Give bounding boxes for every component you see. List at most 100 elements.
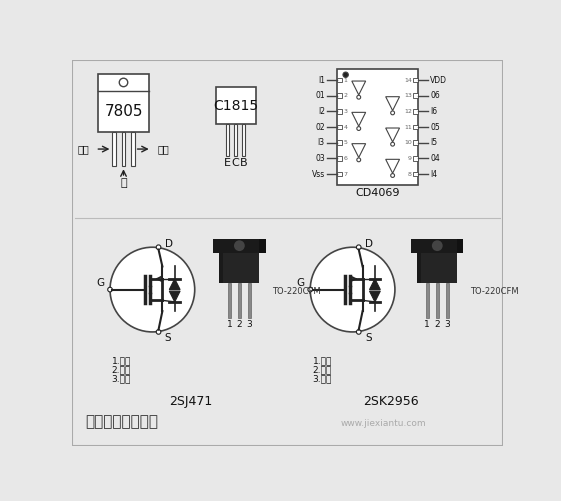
Circle shape (357, 158, 361, 162)
Polygon shape (457, 239, 463, 253)
Circle shape (110, 247, 195, 332)
Text: 地: 地 (120, 178, 127, 188)
Text: 3: 3 (343, 109, 347, 114)
Text: I5: I5 (430, 138, 438, 147)
Text: 8: 8 (408, 171, 412, 176)
Circle shape (390, 111, 394, 115)
Polygon shape (259, 239, 265, 253)
Bar (413, 140, 418, 145)
Text: I1: I1 (318, 76, 325, 85)
Circle shape (390, 142, 394, 146)
Polygon shape (386, 128, 399, 142)
Bar (337, 125, 342, 129)
Bar (417, 239, 457, 284)
Text: 输入: 输入 (77, 144, 89, 154)
Text: 12: 12 (404, 109, 412, 114)
Text: 3.漏极: 3.漏极 (112, 374, 131, 383)
Bar (413, 125, 418, 129)
Text: 5: 5 (343, 140, 347, 145)
Polygon shape (386, 97, 399, 111)
Text: I2: I2 (318, 107, 325, 116)
Text: 1: 1 (424, 320, 430, 329)
Text: 01: 01 (315, 91, 325, 100)
Bar (234, 124, 237, 156)
Text: I4: I4 (430, 169, 438, 178)
Circle shape (119, 78, 128, 87)
Circle shape (432, 240, 443, 251)
Text: 2: 2 (237, 320, 242, 329)
Bar (337, 172, 342, 176)
Text: I6: I6 (430, 107, 438, 116)
Text: 06: 06 (430, 91, 440, 100)
Text: 逆变器所用元器件: 逆变器所用元器件 (85, 414, 158, 429)
Text: VDD: VDD (430, 76, 447, 85)
Text: 1.栅极: 1.栅极 (112, 356, 131, 365)
Circle shape (356, 330, 361, 334)
Text: CD4069: CD4069 (355, 188, 400, 198)
Text: C: C (232, 158, 240, 168)
Polygon shape (352, 81, 366, 95)
Bar (413, 78, 418, 83)
Text: B: B (240, 158, 247, 168)
Circle shape (108, 287, 112, 292)
Text: 2: 2 (434, 320, 440, 329)
Text: 1: 1 (343, 78, 347, 83)
Bar (131, 132, 135, 166)
Polygon shape (352, 112, 366, 126)
Bar (337, 78, 342, 83)
Circle shape (343, 72, 348, 78)
Bar (337, 94, 342, 98)
Circle shape (308, 287, 312, 292)
Text: D: D (165, 239, 173, 249)
Text: G: G (297, 279, 305, 289)
Bar (238, 284, 241, 318)
Circle shape (234, 240, 245, 251)
Polygon shape (169, 291, 180, 302)
Text: 6: 6 (343, 156, 347, 161)
Circle shape (310, 247, 395, 332)
Bar (219, 239, 259, 284)
Circle shape (156, 245, 161, 249)
Text: 13: 13 (404, 93, 412, 98)
Text: 7805: 7805 (104, 104, 142, 119)
Bar (337, 140, 342, 145)
Circle shape (156, 330, 161, 334)
Bar (413, 156, 418, 161)
Text: 2: 2 (343, 93, 347, 98)
Text: D: D (365, 239, 373, 249)
Text: 14: 14 (404, 78, 412, 83)
Text: 3: 3 (246, 320, 252, 329)
Text: 7: 7 (343, 171, 347, 176)
Bar (112, 132, 116, 166)
Bar (426, 284, 429, 318)
Bar (413, 94, 418, 98)
Text: 4: 4 (343, 125, 347, 130)
Text: 3: 3 (444, 320, 450, 329)
Bar (417, 253, 421, 284)
Bar (247, 284, 251, 318)
Circle shape (356, 245, 361, 249)
Bar (215, 87, 256, 124)
Text: TO-220CFM: TO-220CFM (272, 287, 320, 296)
Text: 2SK2956: 2SK2956 (364, 395, 419, 408)
Circle shape (390, 173, 394, 177)
Bar (337, 69, 418, 185)
Text: S: S (365, 333, 371, 343)
Text: C1815: C1815 (213, 99, 258, 113)
Bar (226, 124, 229, 156)
Text: 11: 11 (404, 125, 412, 130)
Bar (219, 253, 223, 284)
Text: 10: 10 (404, 140, 412, 145)
Text: I3: I3 (318, 138, 325, 147)
Text: 05: 05 (430, 123, 440, 132)
Text: E: E (224, 158, 231, 168)
Bar (122, 132, 126, 166)
Bar (411, 239, 463, 253)
Bar (228, 284, 231, 318)
Text: 2.漏极: 2.漏极 (312, 365, 332, 374)
Polygon shape (370, 291, 380, 302)
Bar (99, 74, 149, 132)
Polygon shape (370, 279, 380, 290)
Circle shape (357, 127, 361, 130)
Text: Vss: Vss (311, 169, 325, 178)
